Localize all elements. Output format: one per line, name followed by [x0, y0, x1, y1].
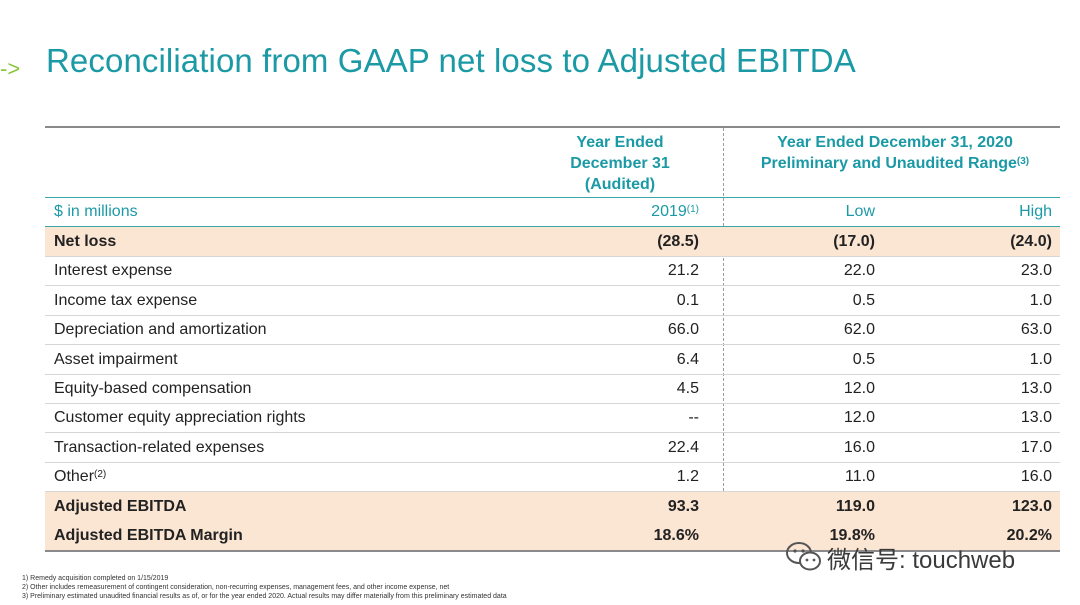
- col-low-label: Low: [845, 203, 875, 220]
- row-label: Net loss: [54, 227, 116, 256]
- value-2019: (28.5): [657, 233, 699, 250]
- value-low: 19.8%: [829, 527, 875, 544]
- row-label-text: Net loss: [54, 233, 117, 250]
- watermark: 微信号: touchweb: [785, 537, 1015, 577]
- header-line: December 31: [570, 155, 670, 172]
- value-2019: 21.2: [667, 262, 699, 280]
- row-label: Other(2): [54, 462, 106, 491]
- col-2019-label: 2019(1): [651, 198, 699, 226]
- value-low: 119.0: [835, 497, 875, 515]
- table-row: Adjusted EBITDA Margin 18.6% 19.8% 20.2%: [45, 521, 1060, 552]
- value-low: 12.0: [843, 409, 875, 427]
- row-label-text: Asset impairment: [54, 350, 178, 368]
- row-label-text: Depreciation and amortization: [54, 321, 267, 339]
- value-low: 16.0: [843, 438, 875, 456]
- row-label-text: Adjusted EBITDA Margin: [54, 527, 243, 544]
- table-row: Income tax expense 0.1 0.5 1.0: [45, 286, 1060, 316]
- value-high: 16.0: [1020, 468, 1052, 486]
- watermark-text: 微信号: touchweb: [827, 546, 1016, 574]
- row-label-text: Interest expense: [54, 262, 173, 280]
- header-line: Year Ended December 31, 2020: [777, 134, 1013, 151]
- value-high: 20.2%: [1006, 527, 1052, 544]
- value-high: 13.0: [1020, 380, 1052, 397]
- row-label: Transaction-related expenses: [54, 433, 264, 462]
- value-high: 63.0: [1020, 321, 1052, 339]
- table-row: Transaction-related expenses 22.4 16.0 17.0: [45, 433, 1060, 463]
- footnote: 1) Remedy acquisition completed on 1/15/…: [22, 575, 169, 582]
- table-row: Interest expense 21.2 22.0 23.0: [45, 256, 1060, 287]
- table-row: Equity-based compensation 4.5 12.0 13.0: [45, 374, 1060, 404]
- header-line: Year Ended: [576, 134, 664, 151]
- row-label: Asset impairment: [54, 345, 178, 374]
- footnote: 3) Preliminary estimated unaudited finan…: [22, 593, 507, 600]
- value-high: 123.0: [1011, 497, 1052, 515]
- row-label: Depreciation and amortization: [54, 315, 267, 344]
- value-high: 1.0: [1029, 291, 1052, 309]
- col-high-label: High: [1019, 203, 1052, 220]
- value-low: 0.5: [852, 291, 875, 309]
- value-2019: 93.3: [667, 497, 699, 515]
- value-high: 13.0: [1020, 409, 1052, 427]
- value-high: 23.0: [1020, 262, 1052, 280]
- value-low: (17.0): [833, 233, 875, 250]
- value-high: 17.0: [1020, 438, 1052, 456]
- table-row: Adjusted EBITDA 93.3 119.0 123.0: [45, 491, 1060, 522]
- row-label-text: Customer equity appreciation rights: [54, 409, 306, 427]
- value-2019: 18.6%: [653, 527, 699, 544]
- table-top-border: [45, 126, 1060, 128]
- slide-title: Reconciliation from GAAP net loss to Adj…: [46, 42, 856, 79]
- col-2019-text: 2019: [651, 203, 687, 220]
- value-low: 11.0: [845, 468, 875, 486]
- footnotes: 1) Remedy acquisition completed on 1/15/…: [22, 574, 507, 601]
- row-label: Interest expense: [54, 256, 172, 285]
- row-label-text: Transaction-related expenses: [54, 438, 265, 456]
- arrow-icon: ->: [0, 56, 21, 81]
- footnote-ref: (1): [686, 204, 699, 215]
- value-2019: 1.2: [676, 468, 699, 486]
- subheader-row: $ in millions 2019(1) Low High: [45, 197, 1060, 227]
- value-2019: 4.5: [676, 380, 699, 397]
- header-line-text: Preliminary and Unaudited Range: [760, 155, 1017, 172]
- value-high: (24.0): [1010, 233, 1052, 250]
- table-row: Other(2) 1.2 11.0 16.0: [45, 462, 1060, 493]
- value-2019: 22.4: [667, 438, 699, 456]
- value-low: 22.0: [843, 262, 875, 280]
- row-label-text: Equity-based compensation: [54, 380, 252, 397]
- row-label: Adjusted EBITDA: [54, 492, 186, 521]
- row-label-text: Adjusted EBITDA: [54, 497, 187, 515]
- row-label: Equity-based compensation: [54, 374, 251, 403]
- value-2019: --: [688, 409, 699, 427]
- row-label-text: Other: [54, 468, 95, 486]
- table-row: Depreciation and amortization 66.0 62.0 63.…: [45, 315, 1060, 346]
- row-label-text: Income tax expense: [54, 291, 198, 309]
- value-low: 12.0: [843, 380, 875, 397]
- header-year-ended-2019: Year Ended December 31 (Audited): [550, 132, 690, 195]
- unit-label: $ in millions: [54, 203, 138, 220]
- value-2019: 66.0: [667, 321, 699, 339]
- row-label: Income tax expense: [54, 286, 197, 315]
- column-divider: [723, 128, 724, 546]
- value-low: 62.0: [843, 321, 875, 339]
- value-high: 1.0: [1029, 350, 1052, 368]
- table-row: Asset impairment 6.4 0.5 1.0: [45, 345, 1060, 375]
- header-line: Preliminary and Unaudited Range(3): [730, 153, 1060, 174]
- footnote: 2) Other includes remeasurement of conti…: [22, 584, 450, 591]
- row-label: Customer equity appreciation rights: [54, 403, 306, 432]
- value-2019: 6.4: [676, 350, 699, 368]
- footnote-ref: (2): [94, 469, 107, 481]
- table-row: Net loss (28.5) (17.0) (24.0): [45, 227, 1060, 257]
- header-line: (Audited): [584, 176, 656, 193]
- wechat-icon: [786, 542, 821, 571]
- header-year-ended-2020: Year Ended December 31, 2020 Preliminary…: [730, 132, 1060, 174]
- footnote-ref: (3): [1016, 156, 1030, 167]
- value-low: 0.5: [852, 350, 875, 368]
- row-label: Adjusted EBITDA Margin: [54, 521, 243, 550]
- value-2019: 0.1: [676, 291, 699, 309]
- table-row: Customer equity appreciation rights -- 12.…: [45, 403, 1060, 434]
